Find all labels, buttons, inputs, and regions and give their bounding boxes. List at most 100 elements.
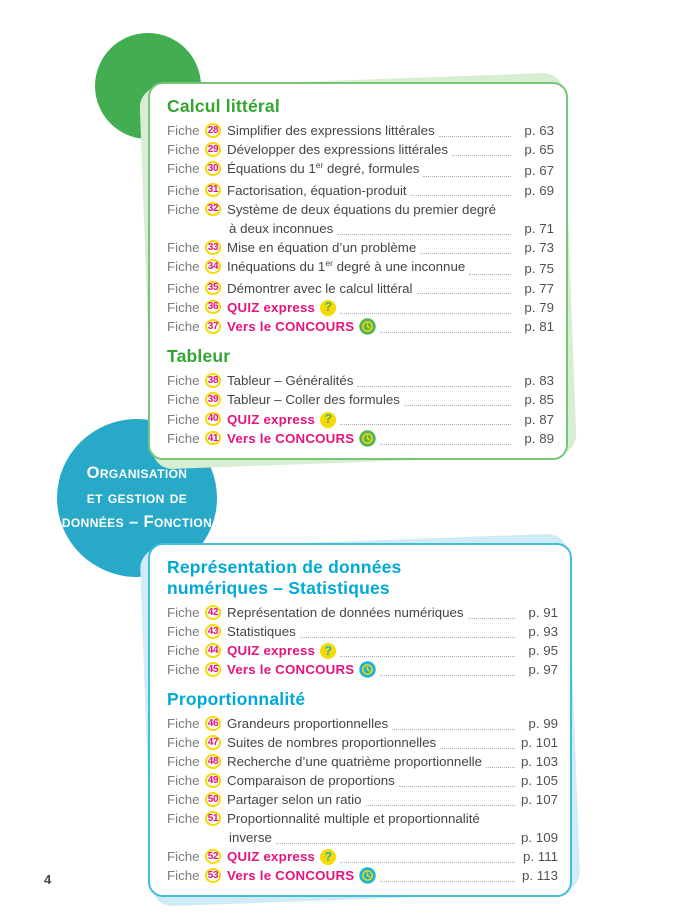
fiche-word: Fiche <box>167 392 200 408</box>
dotted-leader <box>380 674 515 676</box>
fiche-word: Fiche <box>167 259 200 275</box>
fiche-title: Recherche d’une quatrième proportionnell… <box>227 754 483 769</box>
dotted-leader <box>420 252 511 254</box>
section-title: Calcul littéral <box>167 96 280 116</box>
fiche-title: Vers le CONCOURS <box>227 430 355 446</box>
fiche-number-badge: 34 <box>205 259 221 274</box>
fiche-word: Fiche <box>167 123 200 138</box>
toc-row: Fiche 43 Statistiques p. 93 <box>167 622 558 641</box>
fiche-word: Fiche <box>167 430 200 446</box>
fiche-title: inverse <box>229 830 272 845</box>
fiche-word: Fiche <box>167 201 200 217</box>
toc-row: Fiche 51 Proportionnalité multiple et pr… <box>167 809 558 828</box>
dotted-leader <box>416 293 511 295</box>
page-ref: p. 89 <box>524 430 554 446</box>
fiche-number-badge: 35 <box>205 280 221 296</box>
page-ref: p. 93 <box>528 624 558 639</box>
fiche-title: Factorisation, équation-produit <box>227 182 407 198</box>
row-content: Grandeurs proportionnelles p. 99 <box>227 714 558 733</box>
toc-row-quiz: Fiche 40 QUIZ express ? p. 87 <box>167 410 554 429</box>
fiche-number-badge: 36 <box>205 299 221 315</box>
toc-row-concours: Fiche 37 Vers le CONCOURS p. 81 <box>167 317 554 336</box>
fiche-title-part: Inéquations du 1 <box>227 259 326 275</box>
page-ref: p. 79 <box>524 299 554 315</box>
page-ref: p. 91 <box>528 605 558 620</box>
fiche-number-badge: 29 <box>205 142 221 157</box>
quiz-question-icon: ? <box>320 849 337 865</box>
dotted-leader <box>410 195 511 197</box>
toc-row: Fiche 50 Partager selon un ratio p. 107 <box>167 790 558 809</box>
dotted-leader <box>380 443 511 445</box>
chapter-panel-donnees-proportionnalite: Représentation de données numériques – St… <box>139 533 581 907</box>
dotted-leader <box>340 861 515 863</box>
row-content: Partager selon un ratio p. 107 <box>227 790 558 809</box>
fiche-word: Fiche <box>167 182 200 198</box>
fiche-title: Système de deux équations du premier deg… <box>227 201 497 217</box>
section-title: Tableur <box>167 346 231 367</box>
fiche-word: Fiche <box>167 299 200 315</box>
fiche-word: Fiche <box>167 773 200 788</box>
row-content: Recherche d’une quatrième proportionnell… <box>227 752 558 771</box>
fiche-word: Fiche <box>167 754 200 769</box>
category-bubble-line: et gestion de <box>86 488 188 507</box>
fiche-title: Vers le CONCOURS <box>227 662 355 677</box>
fiche-title: Tableur – Coller des formules <box>227 392 400 408</box>
toc-row-concours: Fiche 45 Vers le CONCOURS p. 97 <box>167 660 558 679</box>
fiche-title: Proportionnalité multiple et proportionn… <box>227 811 480 826</box>
fiche-word: Fiche <box>167 142 200 158</box>
fiche-title: Mise en équation d’un problème <box>227 240 417 256</box>
page-ref: p. 71 <box>524 221 554 237</box>
clock-icon <box>359 661 377 678</box>
fiche-title: Suites de nombres proportionnelles <box>227 735 437 750</box>
page-ref: p. 101 <box>521 735 558 750</box>
row-content: QUIZ express ? p. 111 <box>227 847 558 866</box>
fiche-number-badge: 46 <box>205 716 221 731</box>
section-title-line: numériques – Statistiques <box>167 578 390 598</box>
category-bubble-line: Organisation <box>86 463 188 482</box>
page-ref: p. 63 <box>524 123 554 138</box>
page-ref: p. 75 <box>524 261 554 277</box>
page-ref: p. 73 <box>524 240 554 256</box>
fiche-word: Fiche <box>167 662 200 677</box>
page-ref: p. 65 <box>524 142 554 158</box>
fiche-number-badge: 45 <box>205 662 221 677</box>
fiche-title: Développer des expressions littérales <box>227 142 448 158</box>
dotted-leader <box>340 655 515 657</box>
quiz-question-icon: ? <box>320 411 337 428</box>
fiche-word: Fiche <box>167 624 200 639</box>
row-content: Vers le CONCOURS p. 113 <box>227 866 558 885</box>
fiche-word: Fiche <box>167 716 200 731</box>
fiche-number-badge: 30 <box>205 161 221 176</box>
fiche-number-badge: 40 <box>205 411 221 427</box>
fiche-number-badge: 28 <box>205 123 221 138</box>
row-content: Tableur – Coller des formules p. 85 <box>227 390 554 409</box>
toc-row: Fiche 42 Représentation de données numér… <box>167 603 558 622</box>
page-ref: p. 107 <box>521 792 558 807</box>
toc-row: Fiche 38 Tableur – Généralités p. 83 <box>167 371 554 390</box>
row-content: Simplifier des expressions littérales p.… <box>227 121 554 140</box>
dotted-leader <box>365 804 515 806</box>
page-ref: p. 97 <box>528 662 558 677</box>
toc-row: Fiche 30 Équations du 1er degré, formule… <box>167 159 554 180</box>
page-ref: p. 95 <box>528 643 558 658</box>
row-content: Représentation de données numériques p. … <box>227 603 558 622</box>
toc-row-quiz: Fiche 44 QUIZ express ? p. 95 <box>167 641 558 660</box>
dotted-leader <box>486 766 515 768</box>
fiche-word: Fiche <box>167 792 200 807</box>
fiche-title: QUIZ express <box>227 849 316 864</box>
fiche-title: Partager selon un ratio <box>227 792 362 807</box>
page-ref: p. 67 <box>524 163 554 179</box>
page-ref: p. 113 <box>522 868 558 883</box>
fiche-title-part: degré à une inconnue <box>332 259 466 275</box>
toc-row-concours: Fiche 53 Vers le CONCOURS p. 113 <box>167 866 558 885</box>
fiche-title-superscript: er <box>315 160 324 171</box>
toc-row: Fiche 39 Tableur – Coller des formules p… <box>167 390 554 409</box>
dotted-leader <box>275 842 515 844</box>
dotted-leader <box>380 880 515 882</box>
page-ref: p. 69 <box>524 182 554 198</box>
page-ref: p. 83 <box>524 373 554 389</box>
page-ref: p. 105 <box>521 773 558 788</box>
row-content: QUIZ express ? p. 87 <box>227 410 554 429</box>
row-content: Tableur – Généralités p. 83 <box>227 371 554 390</box>
row-content: Inéquations du 1er degré à une inconnue … <box>227 257 554 278</box>
